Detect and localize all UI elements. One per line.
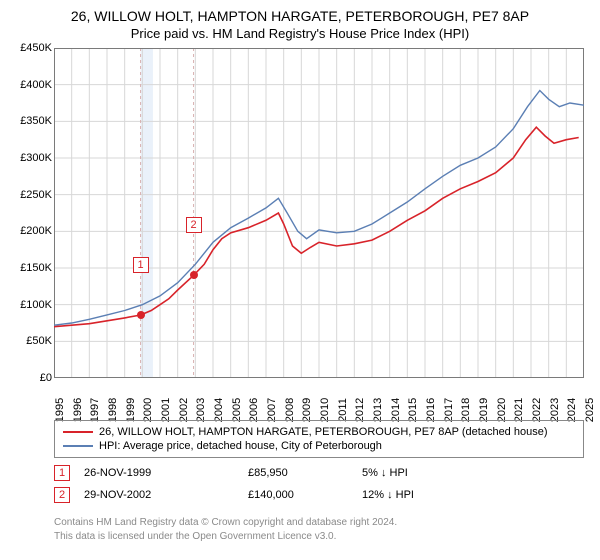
attribution-line: This data is licensed under the Open Gov… <box>54 530 584 544</box>
x-tick-label: 2002 <box>178 398 190 422</box>
x-tick-label: 2010 <box>319 398 331 422</box>
x-tick-label: 2000 <box>142 398 154 422</box>
footnote-price: £140,000 <box>248 489 348 501</box>
x-tick-label: 2012 <box>354 398 366 422</box>
y-tick-label: £250K <box>20 189 52 201</box>
y-tick-label: £150K <box>20 262 52 274</box>
legend-label: HPI: Average price, detached house, City… <box>99 440 382 452</box>
x-tick-label: 1999 <box>125 398 137 422</box>
sale-marker-dot <box>190 271 198 279</box>
x-tick-label: 2024 <box>566 398 578 422</box>
x-tick-label: 2004 <box>213 398 225 422</box>
x-tick-label: 2014 <box>390 398 402 422</box>
x-tick-label: 2007 <box>266 398 278 422</box>
x-tick-label: 2005 <box>231 398 243 422</box>
x-tick-label: 2019 <box>478 398 490 422</box>
x-tick-label: 2009 <box>301 398 313 422</box>
x-tick-label: 2018 <box>460 398 472 422</box>
y-tick-label: £350K <box>20 115 52 127</box>
footnote-price: £85,950 <box>248 467 348 479</box>
x-tick-label: 2023 <box>549 398 561 422</box>
sale-marker-box: 2 <box>186 217 202 233</box>
attribution: Contains HM Land Registry data © Crown c… <box>54 516 584 543</box>
x-tick-label: 1995 <box>54 398 66 422</box>
legend: 26, WILLOW HOLT, HAMPTON HARGATE, PETERB… <box>54 420 584 458</box>
y-tick-label: £0 <box>40 372 52 384</box>
footnote-marker-box: 1 <box>54 465 70 481</box>
legend-item: 26, WILLOW HOLT, HAMPTON HARGATE, PETERB… <box>63 425 575 439</box>
x-tick-label: 2022 <box>531 398 543 422</box>
x-tick-label: 2011 <box>337 398 349 422</box>
legend-swatch <box>63 445 93 447</box>
footnote-row: 2 29-NOV-2002 £140,000 12% ↓ HPI <box>54 484 584 506</box>
title-subtitle: Price paid vs. HM Land Registry's House … <box>0 24 600 45</box>
x-tick-label: 1998 <box>107 398 119 422</box>
title-address: 26, WILLOW HOLT, HAMPTON HARGATE, PETERB… <box>0 0 600 24</box>
x-tick-label: 2001 <box>160 398 172 422</box>
y-tick-label: £50K <box>26 335 52 347</box>
sale-marker-dot <box>137 311 145 319</box>
y-axis-labels: £0£50K£100K£150K£200K£250K£300K£350K£400… <box>6 48 52 378</box>
footnote-delta: 12% ↓ HPI <box>362 489 414 501</box>
chart-svg <box>54 48 584 378</box>
chart-area: £0£50K£100K£150K£200K£250K£300K£350K£400… <box>54 48 584 378</box>
y-tick-label: £300K <box>20 152 52 164</box>
x-tick-label: 2020 <box>496 398 508 422</box>
x-tick-label: 2021 <box>513 398 525 422</box>
legend-item: HPI: Average price, detached house, City… <box>63 439 575 453</box>
footnote-marker-box: 2 <box>54 487 70 503</box>
y-tick-label: £400K <box>20 79 52 91</box>
sale-marker-box: 1 <box>133 257 149 273</box>
x-tick-label: 2013 <box>372 398 384 422</box>
attribution-line: Contains HM Land Registry data © Crown c… <box>54 516 584 530</box>
x-tick-label: 2006 <box>248 398 260 422</box>
x-tick-label: 1997 <box>89 398 101 422</box>
footnotes: 1 26-NOV-1999 £85,950 5% ↓ HPI 2 29-NOV-… <box>54 462 584 506</box>
y-tick-label: £100K <box>20 299 52 311</box>
x-tick-label: 2015 <box>407 398 419 422</box>
footnote-date: 26-NOV-1999 <box>84 467 234 479</box>
x-tick-label: 2025 <box>584 398 596 422</box>
x-tick-label: 2017 <box>443 398 455 422</box>
x-axis-labels: 1995199619971998199920002001200220032004… <box>54 378 584 414</box>
y-tick-label: £200K <box>20 225 52 237</box>
legend-label: 26, WILLOW HOLT, HAMPTON HARGATE, PETERB… <box>99 426 548 438</box>
footnote-delta: 5% ↓ HPI <box>362 467 408 479</box>
legend-swatch <box>63 431 93 433</box>
x-tick-label: 1996 <box>72 398 84 422</box>
y-tick-label: £450K <box>20 42 52 54</box>
footnote-date: 29-NOV-2002 <box>84 489 234 501</box>
x-tick-label: 2003 <box>195 398 207 422</box>
x-tick-label: 2016 <box>425 398 437 422</box>
x-tick-label: 2008 <box>284 398 296 422</box>
footnote-row: 1 26-NOV-1999 £85,950 5% ↓ HPI <box>54 462 584 484</box>
